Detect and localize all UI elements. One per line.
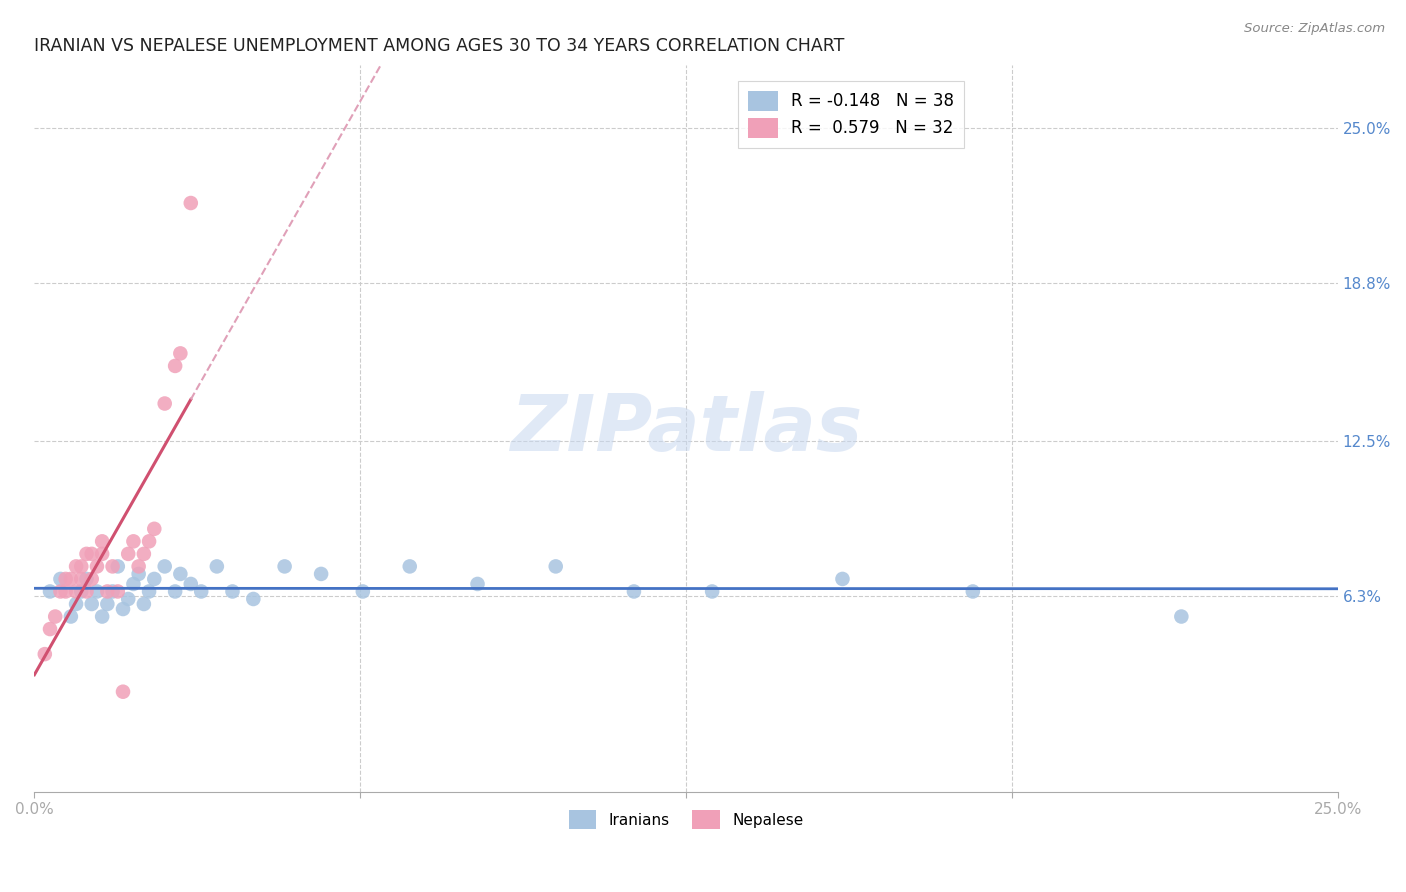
Point: [49, 572, 72, 586]
Point: [544, 559, 567, 574]
Point: [76, 572, 98, 586]
Point: [111, 602, 134, 616]
Point: [39, 584, 62, 599]
Point: [96, 597, 118, 611]
Legend: Iranians, Nepalese: Iranians, Nepalese: [562, 805, 810, 835]
Point: [132, 597, 155, 611]
Point: [169, 346, 191, 360]
Point: [65, 597, 87, 611]
Point: [190, 584, 212, 599]
Point: [309, 566, 332, 581]
Point: [117, 547, 139, 561]
Point: [101, 559, 124, 574]
Point: [55, 584, 77, 599]
Point: [86, 584, 108, 599]
Point: [467, 577, 489, 591]
Point: [70, 559, 93, 574]
Point: [128, 559, 150, 574]
Point: [107, 559, 129, 574]
Point: [44, 609, 66, 624]
Point: [128, 566, 150, 581]
Point: [86, 559, 108, 574]
Point: [153, 396, 176, 410]
Text: Source: ZipAtlas.com: Source: ZipAtlas.com: [1244, 22, 1385, 36]
Point: [49, 584, 72, 599]
Point: [80, 572, 103, 586]
Point: [180, 196, 202, 211]
Point: [165, 359, 187, 373]
Point: [101, 584, 124, 599]
Point: [138, 584, 160, 599]
Text: ZIPatlas: ZIPatlas: [510, 391, 862, 467]
Point: [34, 647, 56, 661]
Point: [70, 584, 93, 599]
Point: [70, 572, 93, 586]
Point: [65, 584, 87, 599]
Point: [59, 572, 82, 586]
Point: [65, 559, 87, 574]
Point: [962, 584, 984, 599]
Point: [76, 547, 98, 561]
Point: [169, 566, 191, 581]
Point: [55, 572, 77, 586]
Point: [107, 584, 129, 599]
Text: IRANIAN VS NEPALESE UNEMPLOYMENT AMONG AGES 30 TO 34 YEARS CORRELATION CHART: IRANIAN VS NEPALESE UNEMPLOYMENT AMONG A…: [34, 37, 845, 55]
Point: [143, 572, 166, 586]
Point: [153, 559, 176, 574]
Point: [273, 559, 295, 574]
Point: [143, 522, 166, 536]
Point: [91, 547, 114, 561]
Point: [80, 597, 103, 611]
Point: [1170, 609, 1192, 624]
Point: [831, 572, 853, 586]
Point: [180, 577, 202, 591]
Point: [96, 584, 118, 599]
Point: [221, 584, 243, 599]
Point: [117, 592, 139, 607]
Point: [122, 577, 145, 591]
Point: [205, 559, 228, 574]
Point: [132, 547, 155, 561]
Point: [80, 547, 103, 561]
Point: [59, 609, 82, 624]
Point: [111, 684, 134, 698]
Point: [398, 559, 420, 574]
Point: [700, 584, 723, 599]
Point: [122, 534, 145, 549]
Point: [76, 584, 98, 599]
Point: [623, 584, 645, 599]
Point: [138, 534, 160, 549]
Point: [39, 622, 62, 636]
Point: [165, 584, 187, 599]
Point: [242, 592, 264, 607]
Point: [352, 584, 374, 599]
Point: [91, 534, 114, 549]
Point: [91, 609, 114, 624]
